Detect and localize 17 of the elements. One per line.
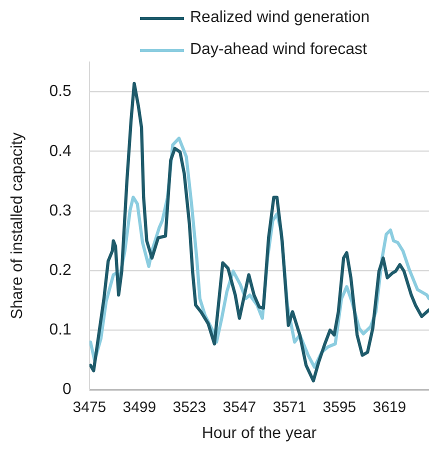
x-tick-label: 3595 <box>322 398 356 416</box>
x-tick-label: 3547 <box>222 398 256 416</box>
x-tick-label: 3571 <box>272 398 306 416</box>
x-tick-label: 3499 <box>122 398 156 416</box>
y-tick-label: 0.4 <box>49 142 72 160</box>
y-tick-label: 0.3 <box>49 202 72 220</box>
x-tick-label: 3475 <box>72 398 106 416</box>
x-axis-title: Hour of the year <box>202 424 318 442</box>
y-tick-label: 0.1 <box>49 322 72 339</box>
x-tick-label: 3619 <box>372 398 406 416</box>
y-tick-label: 0.5 <box>49 83 72 100</box>
y-tick-label: 0.2 <box>49 262 72 280</box>
legend-label: Realized wind generation <box>190 9 370 27</box>
legend-label: Day-ahead wind forecast <box>190 41 367 59</box>
y-axis-title: Share of installed capacity <box>9 132 26 320</box>
x-tick-label: 3523 <box>172 398 206 416</box>
y-tick-label: 0 <box>62 381 72 398</box>
